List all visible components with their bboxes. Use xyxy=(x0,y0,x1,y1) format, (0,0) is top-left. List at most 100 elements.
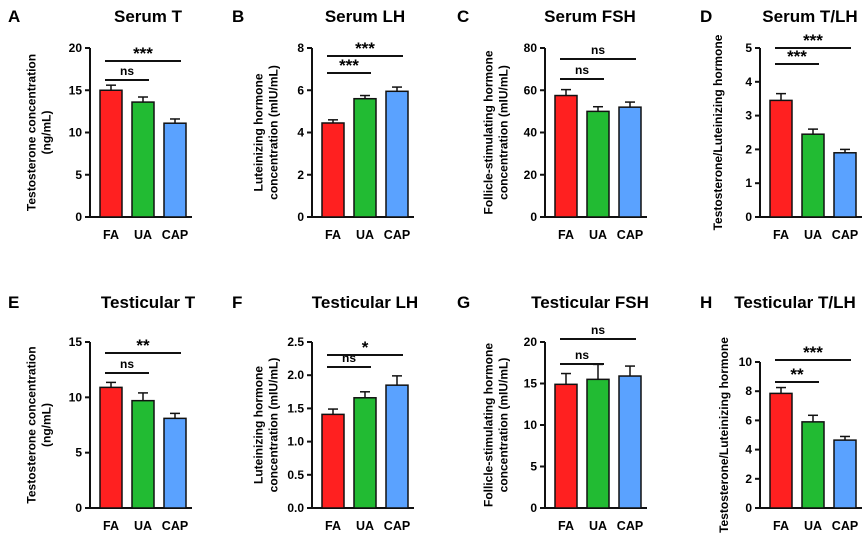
panel-c-title: Serum FSH xyxy=(544,7,636,26)
panel-d-title: Serum T/LH xyxy=(762,7,857,26)
panel-c-letter: C xyxy=(457,7,469,26)
panel-h-category-label: FA xyxy=(773,519,789,533)
panel-e-title: Testicular T xyxy=(101,293,196,312)
panel-f-title: Testicular LH xyxy=(312,293,418,312)
panel-f-sig-label: ns xyxy=(342,351,356,365)
panel-a-y-axis-title: Testosterone concentration xyxy=(25,54,39,211)
panel-f-y-tick-label: 2.5 xyxy=(287,335,304,349)
panel-a-letter: A xyxy=(8,7,20,26)
panel-a-category-label: CAP xyxy=(162,228,188,242)
panel-e-category-label: UA xyxy=(134,519,152,533)
panel-g-y-tick-label: 15 xyxy=(524,377,538,391)
panel-f-bar-fa xyxy=(321,413,345,509)
panel-h-y-axis-title: Testosterone/Luteinizing hormone xyxy=(717,337,731,533)
panel-b-letter: B xyxy=(232,7,244,26)
panel-e-sig-label: ** xyxy=(136,336,150,355)
panel-c-y-tick-label: 80 xyxy=(524,41,538,55)
panel-c-sig-label: ns xyxy=(591,43,605,57)
panel-g-y-axis-title: Follicle-stimulating hormone xyxy=(482,343,496,507)
panel-f-y-tick-label: 0.5 xyxy=(287,468,304,482)
panel-f-bar-ua xyxy=(353,397,377,509)
panel-e-y-tick-label: 15 xyxy=(69,335,83,349)
panel-h-category-label: CAP xyxy=(832,519,858,533)
panel-f-y-tick-label: 0.0 xyxy=(287,501,304,515)
panel-a-sig-label: ns xyxy=(120,64,134,78)
panel-h-sig-label: ** xyxy=(790,365,804,384)
panel-a-y-tick-label: 20 xyxy=(69,41,83,55)
panel-f-category-label: UA xyxy=(356,519,374,533)
panel-e-y-axis-title: (ng/mL) xyxy=(40,403,54,447)
panel-c-y-axis-title: Follicle-stimulating hormone xyxy=(482,50,496,214)
panel-g-y-tick-label: 10 xyxy=(524,418,538,432)
panel-b-sig-label: *** xyxy=(339,56,359,75)
panel-d-y-tick-label: 2 xyxy=(745,142,752,156)
panel-f-category-label: FA xyxy=(325,519,341,533)
panel-b-category-label: FA xyxy=(325,228,341,242)
panel-h-bar-ua xyxy=(801,421,825,509)
panel-d-sig-label: *** xyxy=(803,31,823,50)
panel-g-bar-ua xyxy=(586,378,610,509)
panel-h-y-tick-label: 2 xyxy=(745,472,752,486)
panel-h-y-tick-label: 6 xyxy=(745,413,752,427)
panel-d-y-tick-label: 5 xyxy=(745,41,752,55)
panel-e-y-tick-label: 10 xyxy=(69,390,83,404)
panel-b-bar-fa xyxy=(321,122,345,218)
panel-a-sig-label: *** xyxy=(133,44,153,63)
panel-f-y-axis-title: concentration (mIU/mL) xyxy=(267,358,281,493)
panel-g-bar-fa xyxy=(554,383,578,509)
panel-d-y-tick-label: 0 xyxy=(745,210,752,224)
panel-g-bar-cap xyxy=(618,375,642,509)
panel-d-y-tick-label: 1 xyxy=(745,176,752,190)
panel-h-bar-fa xyxy=(769,392,793,509)
panel-d-y-axis-title: Testosterone/Luteinizing hormone xyxy=(711,34,725,230)
panel-b-category-label: CAP xyxy=(384,228,410,242)
panel-c-y-axis-title: concentration (mIU/mL) xyxy=(497,65,511,200)
panel-e-y-tick-label: 0 xyxy=(75,501,82,515)
panel-c-y-tick-label: 40 xyxy=(524,126,538,140)
panel-b-y-tick-label: 4 xyxy=(297,126,304,140)
panel-b-title: Serum LH xyxy=(325,7,405,26)
panel-e-y-tick-label: 5 xyxy=(75,446,82,460)
panel-g-y-tick-label: 20 xyxy=(524,335,538,349)
panel-c-category-label: FA xyxy=(558,228,574,242)
panel-b-y-tick-label: 2 xyxy=(297,168,304,182)
panel-h-letter: H xyxy=(700,293,712,312)
panel-d-y-tick-label: 4 xyxy=(745,75,752,89)
panel-d-bar-ua xyxy=(801,133,825,218)
panel-f-category-label: CAP xyxy=(384,519,410,533)
panel-b-y-axis-title: concentration (mIU/mL) xyxy=(267,65,281,200)
panel-d-bar-cap xyxy=(833,152,857,218)
panel-b-y-tick-label: 8 xyxy=(297,41,304,55)
panel-a-category-label: UA xyxy=(134,228,152,242)
panel-f-y-tick-label: 1.0 xyxy=(287,435,304,449)
panel-d-bar-fa xyxy=(769,99,793,218)
panel-e-bar-cap xyxy=(163,417,187,509)
panel-e-category-label: FA xyxy=(103,519,119,533)
panel-h-y-tick-label: 4 xyxy=(745,443,752,457)
panel-e-category-label: CAP xyxy=(162,519,188,533)
panel-g-category-label: UA xyxy=(589,519,607,533)
panel-c-bar-ua xyxy=(586,110,610,218)
panel-h-category-label: UA xyxy=(804,519,822,533)
panel-g-y-axis-title: concentration (mIU/mL) xyxy=(497,358,511,493)
panel-g-letter: G xyxy=(457,293,470,312)
panel-b-y-tick-label: 0 xyxy=(297,210,304,224)
panel-g-title: Testicular FSH xyxy=(531,293,649,312)
panel-c-y-tick-label: 60 xyxy=(524,83,538,97)
panel-a-y-tick-label: 15 xyxy=(69,83,83,97)
panel-a-title: Serum T xyxy=(114,7,183,26)
panel-a-y-axis-title: (ng/mL) xyxy=(40,111,54,155)
panel-b-bar-cap xyxy=(385,90,409,218)
panel-b-y-axis-title: Luteinizing hormone xyxy=(252,73,266,191)
panel-c-y-tick-label: 20 xyxy=(524,168,538,182)
panel-e-sig-label: ns xyxy=(120,357,134,371)
panel-a-category-label: FA xyxy=(103,228,119,242)
panel-d-sig-label: *** xyxy=(787,47,807,66)
panel-d-category-label: FA xyxy=(773,228,789,242)
panel-d-letter: D xyxy=(700,7,712,26)
panel-g-sig-label: ns xyxy=(575,348,589,362)
panel-g-y-tick-label: 0 xyxy=(530,501,537,515)
panel-a-bar-cap xyxy=(163,122,187,218)
panel-h-title: Testicular T/LH xyxy=(734,293,856,312)
